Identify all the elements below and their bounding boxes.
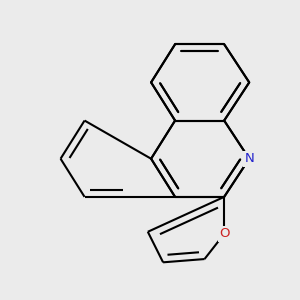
Text: N: N — [244, 152, 254, 165]
Text: O: O — [219, 227, 230, 241]
